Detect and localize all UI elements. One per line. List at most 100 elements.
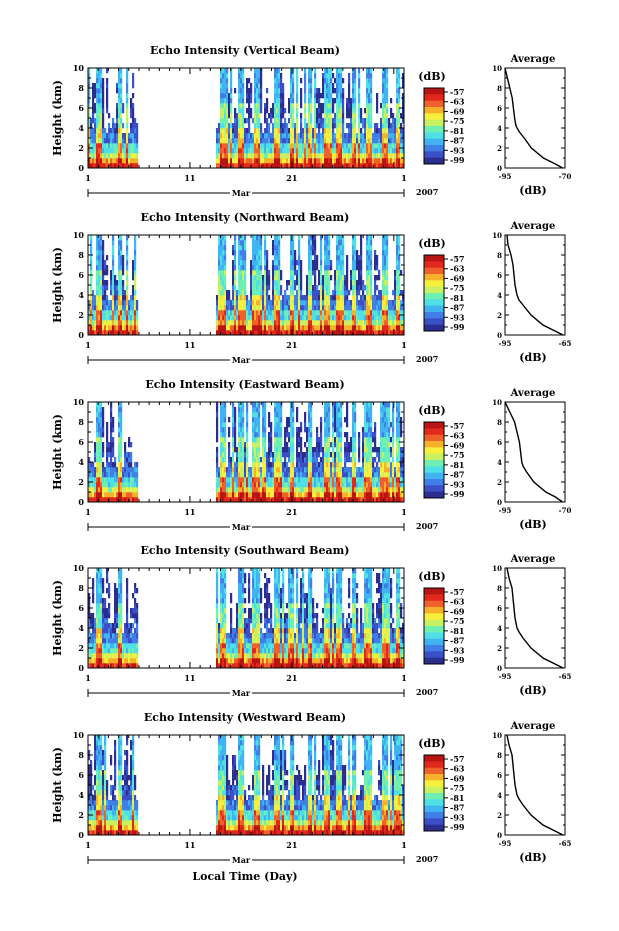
heatmap-cell: [342, 290, 345, 296]
heatmap-cell: [256, 108, 259, 114]
heatmap-cell: [238, 315, 241, 321]
heatmap-cell: [354, 240, 357, 246]
heatmap-cell: [292, 73, 295, 79]
heatmap-cell: [222, 143, 225, 149]
heatmap-cell: [126, 143, 129, 149]
colorbar-tick-label: -87: [450, 303, 464, 313]
heatmap-cell: [222, 442, 225, 448]
heatmap-cell: [400, 325, 403, 331]
heatmap-cell: [112, 290, 115, 296]
heatmap-cell: [314, 78, 317, 84]
heatmap-cell: [120, 133, 123, 139]
heatmap-cell: [100, 482, 103, 488]
heatmap-cell: [360, 315, 363, 321]
heatmap-cell: [220, 315, 223, 321]
heatmap-cell: [100, 148, 103, 154]
heatmap-cell: [134, 123, 137, 129]
heatmap-cell: [250, 477, 253, 483]
heatmap-cell: [120, 265, 123, 271]
heatmap-cell: [248, 148, 251, 154]
heatmap-cell: [262, 437, 265, 443]
heatmap-cell: [396, 68, 399, 74]
heatmap-cell: [252, 487, 255, 493]
heatmap-cell: [242, 285, 245, 291]
heatmap-cell: [322, 88, 325, 94]
heatmap-cell: [110, 163, 113, 168]
heatmap-cell: [128, 305, 131, 311]
heatmap-cell: [96, 285, 99, 291]
heatmap-cell: [320, 158, 323, 164]
heatmap-cell: [254, 138, 257, 144]
heatmap-cell: [224, 285, 227, 291]
heatmap-cell: [112, 123, 115, 129]
heatmap-cell: [370, 275, 373, 281]
heatmap-cell: [112, 497, 115, 502]
heatmap-cell: [386, 88, 389, 94]
heatmap-cell: [336, 270, 339, 276]
heatmap-cell: [380, 123, 383, 129]
heatmap-cell: [348, 143, 351, 149]
heatmap-cell: [330, 123, 333, 129]
heatmap-cell: [358, 148, 361, 154]
heatmap-cell: [240, 432, 243, 438]
heatmap-cell: [298, 487, 301, 493]
heatmap-cell: [234, 138, 237, 144]
heatmap-cell: [280, 432, 283, 438]
heatmap-cell: [382, 325, 385, 331]
heatmap-cell: [362, 305, 365, 311]
heatmap-cell: [392, 128, 395, 134]
heatmap-cell: [394, 315, 397, 321]
heatmap-cell: [218, 290, 221, 296]
heatmap-cell: [352, 113, 355, 119]
heatmap-cell: [100, 467, 103, 473]
heatmap-cell: [310, 93, 313, 99]
heatmap-cell: [296, 432, 299, 438]
heatmap-cell: [112, 260, 115, 266]
heatmap-cell: [220, 88, 223, 94]
heatmap-cell: [218, 320, 221, 326]
heatmap-cell: [286, 280, 289, 286]
heatmap-cell: [256, 260, 259, 266]
heatmap-cell: [290, 128, 293, 134]
heatmap-cell: [100, 240, 103, 246]
heatmap-cell: [222, 148, 225, 154]
heatmap-cell: [220, 310, 223, 316]
heatmap-cell: [244, 295, 247, 301]
heatmap-cell: [258, 477, 261, 483]
heatmap-cell: [366, 310, 369, 316]
heatmap-cell: [266, 290, 269, 296]
heatmap-cell: [222, 83, 225, 89]
heatmap-cell: [102, 432, 105, 438]
heatmap-cell: [280, 153, 283, 159]
heatmap-cell: [304, 158, 307, 164]
heatmap-cell: [126, 98, 129, 104]
heatmap-cell: [308, 148, 311, 154]
heatmap-cell: [314, 123, 317, 129]
heatmap-cell: [376, 330, 379, 335]
heatmap-cell: [276, 442, 279, 448]
heatmap-cell: [92, 472, 95, 478]
heatmap-cell: [344, 285, 347, 291]
heatmap-cell: [400, 138, 403, 144]
heatmap-cell: [286, 148, 289, 154]
heatmap-cell: [220, 467, 223, 473]
heatmap-cell: [380, 300, 383, 306]
heatmap-cell: [370, 158, 373, 164]
heatmap-cell: [322, 325, 325, 331]
heatmap-cell: [338, 250, 341, 256]
heatmap-cell: [252, 412, 255, 418]
heatmap-cell: [104, 320, 107, 326]
heatmap-cell: [338, 290, 341, 296]
heatmap-cell: [254, 452, 257, 458]
heatmap-cell: [110, 275, 113, 281]
heatmap-cell: [110, 300, 113, 306]
heatmap-cell: [290, 270, 293, 276]
heatmap-cell: [106, 68, 109, 74]
heatmap-cell: [344, 315, 347, 321]
profile-x-tick-label: -95: [499, 339, 512, 348]
heatmap-cell: [286, 422, 289, 428]
heatmap-cell: [284, 123, 287, 129]
heatmap-cell: [128, 143, 131, 149]
heatmap-cell: [292, 78, 295, 84]
heatmap-cell: [278, 325, 281, 331]
